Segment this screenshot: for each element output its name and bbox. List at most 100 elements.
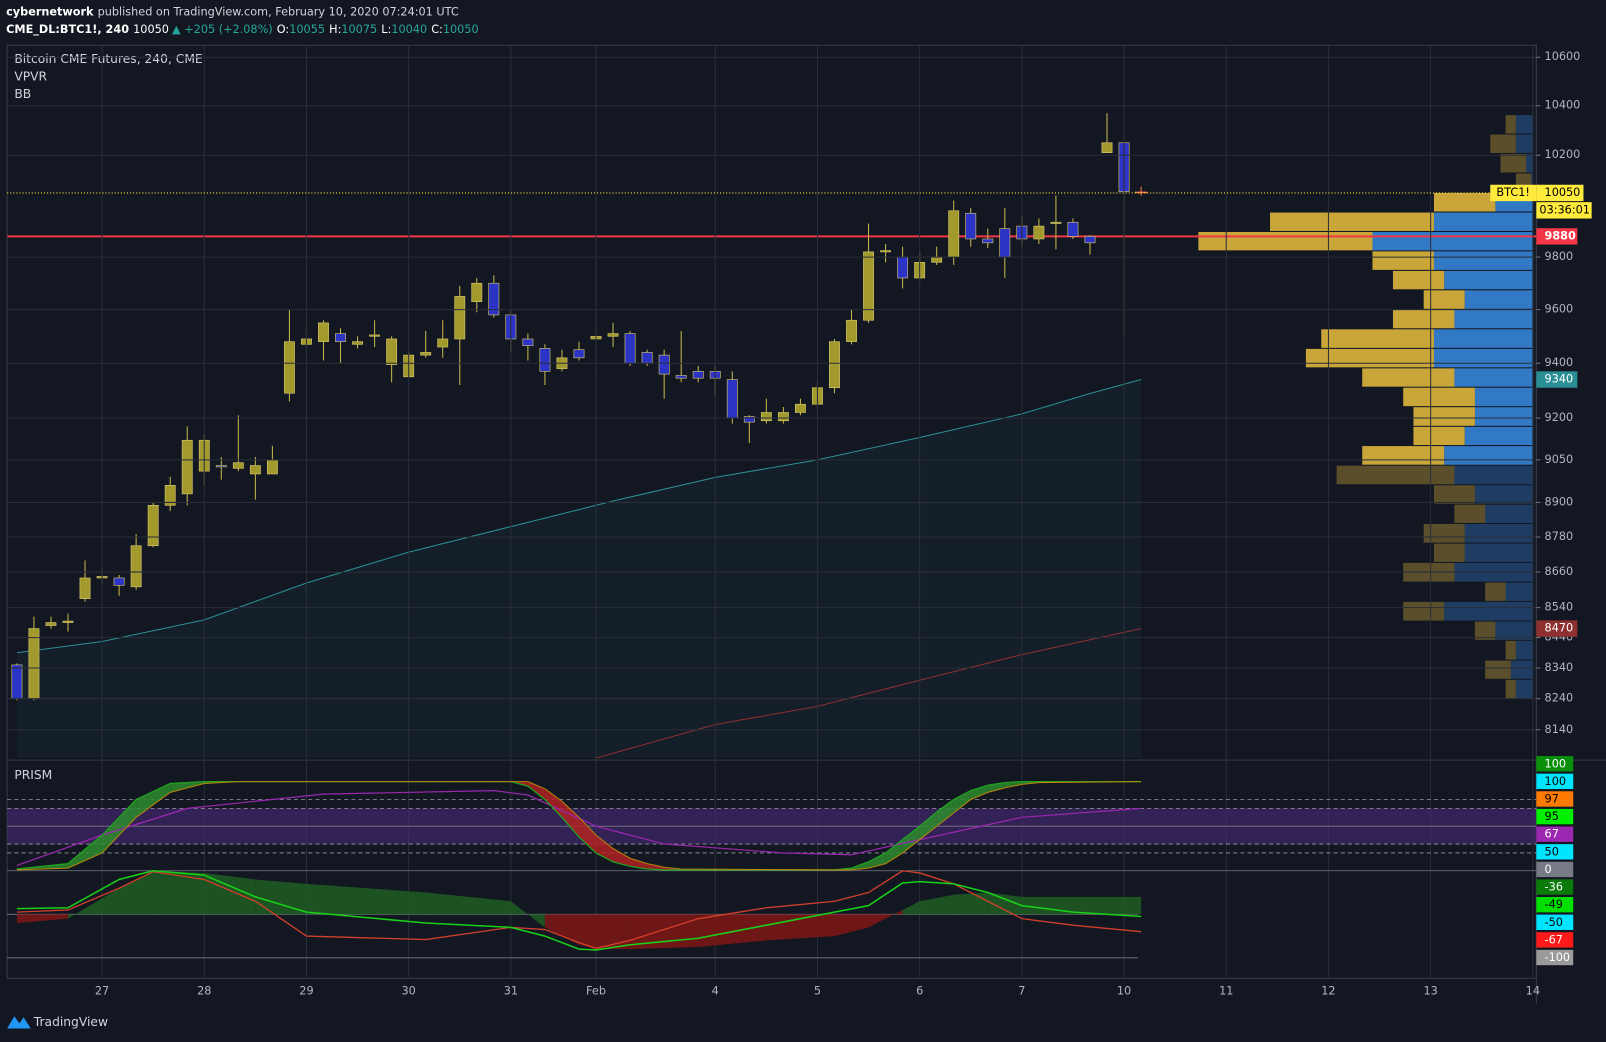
y-tick-label: 8240 (1545, 692, 1574, 705)
prism-readout-box (1536, 808, 1574, 825)
volume-profile-bar (1454, 504, 1486, 523)
prism-readout-box (1536, 773, 1574, 790)
prism-fill (885, 839, 903, 864)
prism-fill (596, 835, 614, 862)
prism-readout-box (1536, 791, 1574, 807)
candle-body (11, 664, 23, 700)
prism-area (578, 914, 597, 950)
prism-fast-line (16, 781, 1142, 871)
volume-profile-bar (1433, 329, 1534, 348)
volume-profile-bar (1474, 621, 1496, 640)
candle-body (1033, 225, 1045, 240)
hline-box (1536, 228, 1578, 245)
volume-profile-bar (1531, 173, 1534, 192)
volume-profile-bar (1372, 251, 1434, 270)
y-tick-label: 8340 (1545, 661, 1574, 674)
volume-profile-bar (1403, 387, 1475, 407)
prism-readout-box (1536, 949, 1574, 966)
candle-body (1084, 236, 1096, 244)
prism-area (698, 914, 767, 947)
volume-profile-bar (1464, 290, 1534, 309)
volume-profile-bar (1444, 601, 1534, 621)
x-tick-label: 5 (814, 985, 821, 998)
prism-readout-box (1536, 756, 1574, 772)
candle-body (283, 341, 295, 394)
ohlc-value: 10040 (391, 23, 427, 36)
band-value-box (1536, 620, 1578, 637)
last-price: 10050 (133, 23, 169, 36)
logo-icon (7, 1016, 31, 1029)
x-tick-label: 31 (504, 985, 518, 998)
volume-profile-bar (1433, 348, 1534, 368)
prism-fill (102, 799, 137, 853)
prism-readout-box (1536, 826, 1574, 842)
volume-profile-bar (1433, 192, 1496, 212)
y-tick-label: 8540 (1545, 601, 1574, 614)
candle-body (880, 250, 892, 253)
candle-body (318, 322, 329, 342)
candle-body (266, 459, 278, 475)
prism-area (766, 914, 835, 941)
volume-profile-bar (1510, 660, 1534, 679)
volume-profile-bar (1433, 485, 1475, 504)
volume-profile-bar (1495, 621, 1534, 640)
x-tick-label: 6 (916, 985, 923, 998)
prism-area (987, 892, 1022, 915)
prism-fill (136, 783, 171, 818)
volume-profile-bar (1454, 368, 1534, 387)
volume-profile-bar (1490, 134, 1516, 153)
volume-profile-bar (1505, 115, 1516, 134)
candle-body (147, 505, 159, 547)
candle-body (743, 416, 755, 423)
volume-profile-bar (1474, 485, 1534, 504)
candle-body (471, 282, 483, 302)
prism-readout-label: 100 (1545, 757, 1566, 770)
prism-readout-box (1536, 932, 1574, 948)
prism-area (510, 901, 545, 928)
candle-body (794, 403, 806, 413)
candle-body (573, 349, 585, 359)
volume-profile-bar (1423, 290, 1465, 309)
prism-fill (1004, 781, 1022, 788)
ohlc-label: H: (329, 23, 341, 36)
prism-fill (970, 785, 988, 800)
volume-profile-bar (1362, 446, 1445, 465)
volume-profile-bar (1485, 504, 1534, 523)
prism-area (834, 914, 869, 937)
tradingview-logo (7, 1016, 31, 1029)
candle-body (113, 577, 125, 586)
symbol: CME_DL:BTC1!, 240 (6, 23, 129, 36)
legend-indicator: BB (14, 87, 31, 101)
x-tick-label: 29 (299, 985, 313, 998)
prism-area (1072, 896, 1142, 915)
prism-area (119, 870, 154, 915)
y-tick-label: 8660 (1545, 565, 1574, 578)
candle-body (369, 334, 381, 337)
prism-area (919, 894, 954, 915)
prism-readout-label: 50 (1545, 845, 1559, 858)
prism-slow-line (16, 781, 1142, 871)
hline-label: 9880 (1545, 229, 1576, 242)
candle-body (897, 256, 909, 279)
x-tick-label: Feb (586, 985, 606, 998)
candle-body (999, 228, 1011, 258)
prism-area (204, 872, 256, 915)
y-tick-label: 10400 (1545, 99, 1581, 112)
prism-area (902, 901, 920, 915)
y-tick-label: 8140 (1545, 723, 1574, 736)
countdown-label: 03:36:01 (1539, 203, 1590, 216)
candle-body (164, 485, 176, 506)
prism-area (425, 892, 511, 915)
prism-readout-label: -36 (1545, 881, 1563, 894)
prism-readout-label: -100 (1545, 951, 1571, 964)
prism-lower-slow-line (16, 870, 1142, 949)
candle-body (760, 412, 772, 422)
volume-profile-bar (1454, 465, 1534, 485)
prism-fill (544, 788, 562, 818)
ohlc-label: C: (431, 23, 443, 36)
volume-profile-bar (1474, 407, 1534, 426)
volume-profile-bar (1372, 232, 1534, 251)
candle-body (982, 238, 994, 244)
